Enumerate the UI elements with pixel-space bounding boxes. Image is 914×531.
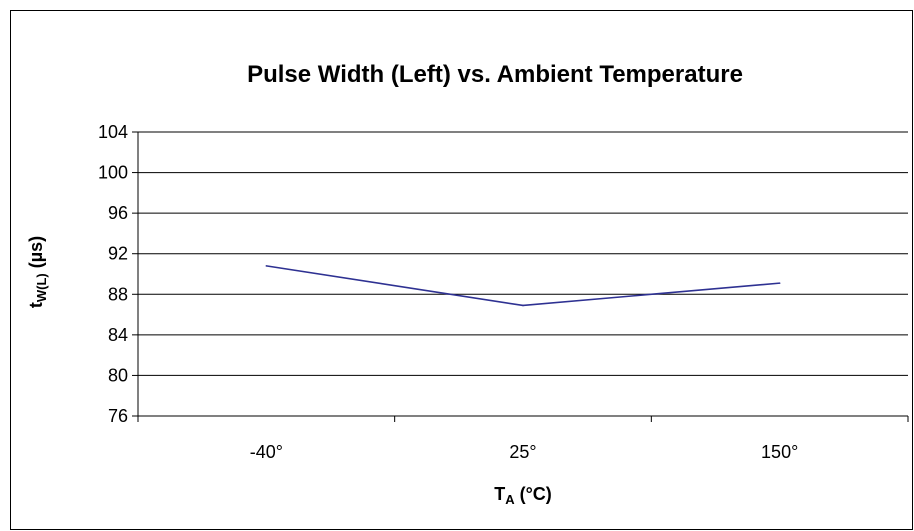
data-point: [778, 282, 781, 284]
x-axis-label: TA (°C): [494, 484, 552, 507]
series-line: [266, 265, 780, 307]
y-tick-label: 96: [108, 203, 128, 223]
y-axis-label-unit: (µs): [26, 236, 46, 273]
x-axis-label-unit: (°C): [515, 484, 552, 504]
y-tick-label: 100: [98, 163, 128, 183]
y-tick-label: 88: [108, 284, 128, 304]
y-axis-label-sub: W(L): [34, 273, 49, 302]
y-tick-label: 104: [98, 122, 128, 142]
x-tick-label: -40°: [250, 442, 283, 462]
y-axis-label-main: t: [26, 302, 46, 308]
x-tick-label: 25°: [509, 442, 536, 462]
y-tick-label: 76: [108, 406, 128, 426]
axes: [132, 131, 909, 422]
series-layer: [265, 265, 781, 307]
y-axis-label: tW(L) (µs): [26, 236, 49, 308]
data-point: [522, 304, 524, 307]
x-axis-label-main: T: [494, 484, 505, 504]
grid-lines: [138, 131, 908, 417]
y-tick-label: 80: [108, 365, 128, 385]
x-tick-labels: -40° 25° 150°: [250, 442, 799, 462]
y-tick-labels: 76 80 84 88 92 96 100 104: [98, 122, 128, 426]
y-tick-label: 92: [108, 244, 128, 264]
x-tick-label: 150°: [761, 442, 798, 462]
chart-frame: [10, 10, 913, 530]
chart-title: Pulse Width (Left) vs. Ambient Temperatu…: [247, 61, 743, 88]
y-tick-label: 84: [108, 325, 128, 345]
x-axis-label-sub: A: [505, 492, 515, 507]
data-point: [265, 265, 268, 267]
